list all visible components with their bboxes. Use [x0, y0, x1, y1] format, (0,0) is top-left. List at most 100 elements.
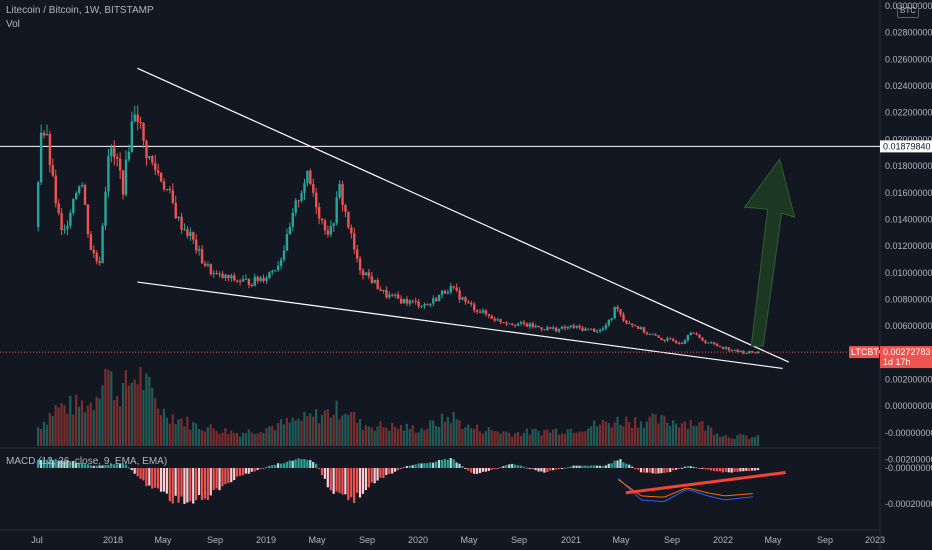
volume-bar	[376, 426, 379, 446]
macd-histogram-bar	[473, 468, 476, 474]
volume-bar	[733, 438, 736, 446]
candle-body	[408, 300, 412, 304]
volume-bar	[455, 419, 458, 446]
candle-body	[353, 233, 356, 250]
macd-histogram-bar	[724, 468, 727, 472]
volume-bar	[540, 435, 543, 446]
candle-body	[332, 223, 335, 227]
candle-body	[443, 290, 447, 294]
macd-histogram-bar	[531, 468, 534, 470]
candle-body	[203, 263, 207, 266]
macd-histogram-bar	[329, 468, 332, 491]
candle-body	[601, 328, 605, 331]
macd-histogram-bar	[332, 468, 335, 494]
level-price-tag	[880, 140, 932, 153]
candle-body	[385, 290, 388, 298]
candle-body	[543, 329, 546, 331]
candle-body	[77, 186, 81, 193]
volume-bar	[262, 432, 265, 446]
volume-bar	[572, 433, 575, 446]
macd-histogram-bar	[569, 466, 572, 468]
macd-histogram-bar	[200, 468, 204, 500]
candle-body	[244, 278, 248, 280]
candle-body	[326, 230, 330, 235]
volume-bar	[701, 421, 704, 446]
macd-histogram-bar	[701, 468, 704, 469]
volume-bar	[177, 419, 180, 446]
macd-histogram-bar	[124, 464, 127, 468]
volume-bar	[329, 417, 332, 446]
macd-histogram-bar	[391, 468, 394, 474]
candle-body	[426, 304, 429, 306]
macd-histogram-bar	[344, 468, 347, 495]
candle-body	[116, 157, 119, 159]
macd-histogram-bar	[224, 468, 227, 485]
volume-bar	[440, 413, 444, 446]
time-tick-label: May	[460, 535, 478, 545]
candle-body	[660, 337, 663, 341]
candle-body	[320, 218, 324, 221]
volume-bar	[593, 420, 596, 446]
upper-trendline	[137, 67, 789, 363]
volume-bar	[584, 431, 587, 446]
time-tick-label: Sep	[207, 535, 223, 545]
candle-body	[39, 132, 43, 183]
volume-bar	[347, 414, 350, 446]
candle-body	[256, 276, 259, 281]
candle-body	[396, 294, 400, 299]
macd-histogram-bar	[116, 464, 119, 468]
candle-body	[578, 325, 581, 328]
candle-body	[727, 347, 731, 351]
volume-bar	[203, 431, 207, 446]
volume-bar	[657, 423, 660, 446]
volume-bar	[727, 437, 730, 446]
time-tick-label: 2019	[256, 535, 276, 545]
candle-body	[206, 264, 210, 266]
candle-body	[718, 345, 722, 347]
macd-histogram-bar	[353, 468, 356, 504]
macd-histogram-bar	[69, 461, 72, 468]
volume-bar	[613, 422, 616, 446]
macd-histogram-bar	[619, 459, 622, 468]
volume-bar	[581, 431, 584, 446]
macd-histogram-bar	[704, 468, 707, 470]
lower-trendline	[137, 281, 783, 370]
candle-body	[156, 170, 160, 173]
volume-bar	[654, 414, 657, 446]
candle-body	[631, 323, 634, 326]
volume-bar	[402, 430, 406, 446]
macd-histogram-bar	[464, 468, 467, 469]
volume-bar	[514, 433, 517, 446]
candle-body	[92, 249, 96, 253]
macd-histogram-bar	[745, 468, 748, 471]
candle-body	[672, 339, 675, 342]
volume-bar	[625, 416, 628, 446]
volume-bar	[156, 408, 160, 446]
volume-bar	[636, 427, 640, 446]
volume-bar	[206, 426, 209, 446]
currency-button[interactable]: BTC	[897, 3, 919, 18]
volume-bar	[142, 389, 145, 446]
candle-body	[537, 325, 540, 328]
volume-bar	[241, 432, 245, 446]
volume-bar	[159, 415, 163, 446]
candle-body	[724, 347, 728, 349]
macd-histogram-bar	[508, 464, 511, 468]
macd-histogram-bar	[628, 464, 631, 468]
macd-histogram-bar	[110, 464, 113, 468]
candle-body	[549, 327, 552, 329]
candle-body	[80, 185, 84, 187]
candle-body	[429, 303, 432, 306]
macd-histogram-bar	[303, 459, 306, 468]
volume-bar	[458, 420, 461, 446]
candle-body	[695, 333, 698, 335]
candle-body	[666, 338, 669, 341]
candle-body	[581, 327, 584, 331]
candle-body	[742, 350, 745, 354]
candle-body	[701, 337, 704, 341]
volume-bar	[69, 395, 72, 446]
volume-bar	[168, 423, 171, 446]
candle-body	[227, 274, 230, 279]
